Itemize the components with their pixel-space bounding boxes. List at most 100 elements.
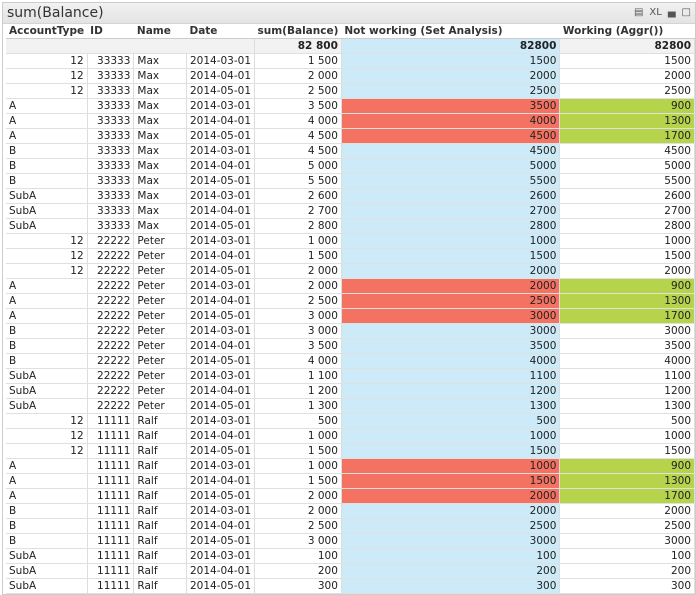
cell-not-working: 500 [341,413,561,429]
cell-name: Ralf [133,458,187,474]
header-name[interactable]: Name [133,24,187,39]
cell-name: Ralf [133,503,187,519]
table-row: B 22222 Peter 2014-04-01 3 500 3500 3500 [6,338,695,354]
cell-working: 2500 [559,518,695,534]
totals-label [6,38,256,54]
cell-sum-balance: 4 500 [254,143,342,159]
cell-sum-balance: 3 000 [254,323,342,339]
cell-id: 22222 [87,368,135,384]
print-icon[interactable]: ▤ [633,7,644,18]
cell-id: 22222 [87,353,135,369]
cell-accounttype: A [6,278,88,294]
cell-id: 11111 [87,428,135,444]
cell-working: 4000 [559,353,695,369]
cell-accounttype: SubA [6,563,88,579]
cell-date: 2014-05-01 [186,578,256,594]
cell-name: Max [133,113,187,129]
cell-accounttype: B [6,173,88,189]
cell-accounttype: SubA [6,548,88,564]
total-not-working: 82800 [341,38,561,54]
xl-export-icon[interactable]: XL [649,7,662,18]
header-working[interactable]: Working (Aggr()) [559,24,695,39]
cell-not-working: 1000 [341,233,561,249]
table-row: 12 11111 Ralf 2014-03-01 500 500 500 [6,413,695,429]
minimize-icon[interactable]: ▄ [667,7,676,18]
window-caption: sum(Balance) ▤ XL ▄ □ [3,3,695,24]
cell-working: 500 [559,413,695,429]
cell-date: 2014-05-01 [186,533,256,549]
cell-sum-balance: 4 500 [254,128,342,144]
table-row: 12 22222 Peter 2014-03-01 1 000 1000 1000 [6,233,695,249]
cell-name: Ralf [133,518,187,534]
total-working: 82800 [559,38,695,54]
cell-not-working: 1500 [341,443,561,459]
cell-not-working: 3500 [341,98,561,114]
cell-working: 2800 [559,218,695,234]
cell-working: 900 [559,458,695,474]
cell-accounttype: 12 [6,83,88,99]
cell-working: 1500 [559,53,695,69]
header-not-working[interactable]: Not working (Set Analysis) [341,24,560,39]
cell-not-working: 2000 [341,278,561,294]
table-row: 12 22222 Peter 2014-05-01 2 000 2000 2000 [6,263,695,279]
cell-accounttype: B [6,533,88,549]
cell-id: 33333 [87,173,135,189]
cell-id: 22222 [87,338,135,354]
cell-working: 2000 [559,68,695,84]
cell-not-working: 2700 [341,203,561,219]
cell-name: Max [133,188,187,204]
cell-name: Peter [133,308,187,324]
maximize-icon[interactable]: □ [681,7,691,18]
table-row: 12 33333 Max 2014-03-01 1 500 1500 1500 [6,53,695,69]
cell-id: 11111 [87,563,135,579]
cell-id: 11111 [87,578,135,594]
cell-date: 2014-05-01 [186,83,256,99]
cell-accounttype: B [6,143,88,159]
cell-accounttype: B [6,503,88,519]
cell-date: 2014-05-01 [186,218,256,234]
cell-working: 1300 [559,473,695,489]
cell-working: 1700 [559,128,695,144]
cell-working: 300 [559,578,695,594]
cell-accounttype: SubA [6,218,88,234]
cell-name: Peter [133,248,187,264]
cell-accounttype: B [6,323,88,339]
cell-not-working: 1100 [341,368,561,384]
cell-date: 2014-04-01 [186,203,256,219]
table-row: B 33333 Max 2014-03-01 4 500 4500 4500 [6,143,695,159]
cell-sum-balance: 1 000 [254,428,342,444]
cell-not-working: 2000 [341,263,561,279]
cell-sum-balance: 2 500 [254,83,342,99]
cell-date: 2014-04-01 [186,473,256,489]
cell-name: Peter [133,293,187,309]
table-row: 12 22222 Peter 2014-04-01 1 500 1500 1500 [6,248,695,264]
cell-name: Peter [133,278,187,294]
cell-name: Ralf [133,443,187,459]
header-accounttype[interactable]: AccountType [6,24,88,39]
cell-id: 33333 [87,158,135,174]
cell-name: Max [133,203,187,219]
cell-accounttype: A [6,98,88,114]
table-row: SubA 11111 Ralf 2014-04-01 200 200 200 [6,563,695,579]
cell-working: 1100 [559,368,695,384]
cell-working: 3000 [559,533,695,549]
cell-not-working: 1300 [341,398,561,414]
cell-sum-balance: 100 [254,548,342,564]
header-date[interactable]: Date [186,24,255,39]
cell-name: Max [133,128,187,144]
cell-working: 4500 [559,143,695,159]
table-row: SubA 33333 Max 2014-03-01 2 600 2600 2600 [6,188,695,204]
header-sum-balance[interactable]: sum(Balance) [254,24,342,39]
cell-date: 2014-04-01 [186,383,256,399]
header-id[interactable]: ID [87,24,134,39]
cell-sum-balance: 1 300 [254,398,342,414]
cell-accounttype: 12 [6,248,88,264]
cell-id: 22222 [87,323,135,339]
cell-sum-balance: 3 000 [254,533,342,549]
cell-working: 2600 [559,188,695,204]
cell-accounttype: 12 [6,263,88,279]
cell-not-working: 300 [341,578,561,594]
cell-accounttype: A [6,113,88,129]
cell-date: 2014-05-01 [186,488,256,504]
